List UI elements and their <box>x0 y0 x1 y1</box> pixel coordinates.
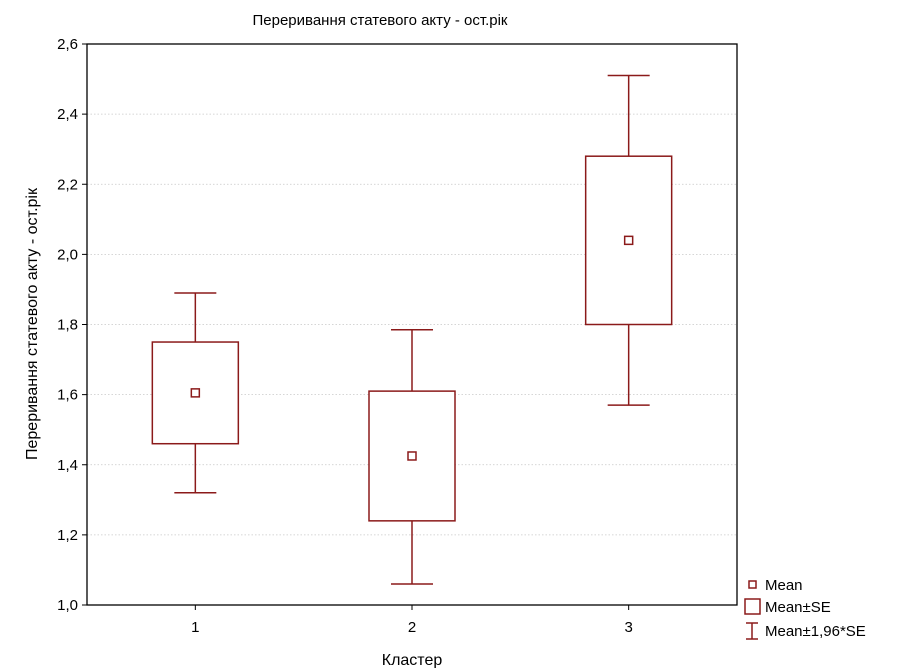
x-tick-label: 3 <box>624 619 632 636</box>
box-icon <box>744 598 761 615</box>
y-tick-label: 1,6 <box>57 387 78 404</box>
mean-marker <box>190 388 201 398</box>
x-tick-label: 1 <box>191 619 199 636</box>
legend: Mean Mean±SE Mean±1,96*SE <box>744 577 866 640</box>
x-axis-title: Кластер <box>382 652 443 668</box>
y-axis: 1,0 1,2 1,4 1,6 1,8 2,0 2,2 2,4 2,6 <box>57 36 87 614</box>
box-group-2 <box>368 329 456 585</box>
box-group-3 <box>584 74 673 406</box>
mean-marker <box>407 451 417 461</box>
y-tick-label: 1,0 <box>57 597 78 614</box>
y-tick-label: 1,4 <box>57 457 78 474</box>
y-tick-label: 2,4 <box>57 106 78 123</box>
legend-label-mean: Mean <box>765 577 803 594</box>
y-tick-label: 2,2 <box>57 176 78 193</box>
legend-label-ci: Mean±1,96*SE <box>765 623 866 640</box>
y-tick-label: 1,2 <box>57 527 78 544</box>
legend-item-mean: Mean <box>748 577 803 594</box>
x-tick-label: 2 <box>408 619 416 636</box>
chart-title: Переривання статевого акту - ост.рік <box>253 12 508 29</box>
y-tick-label: 2,0 <box>57 246 78 263</box>
y-tick-label: 1,8 <box>57 317 78 334</box>
legend-item-ci: Mean±1,96*SE <box>746 622 866 640</box>
box-group-1 <box>151 292 240 494</box>
x-axis: 1 2 3 <box>191 605 633 636</box>
mean-marker <box>623 235 634 246</box>
whisker-icon <box>746 622 758 640</box>
series-boxes <box>151 74 673 585</box>
legend-item-se: Mean±SE <box>744 598 831 616</box>
square-marker-icon <box>748 580 757 589</box>
y-axis-title: Переривання статевого акту - ост.рік <box>24 187 41 460</box>
legend-label-se: Mean±SE <box>765 599 831 616</box>
y-tick-label: 2,6 <box>57 36 78 53</box>
